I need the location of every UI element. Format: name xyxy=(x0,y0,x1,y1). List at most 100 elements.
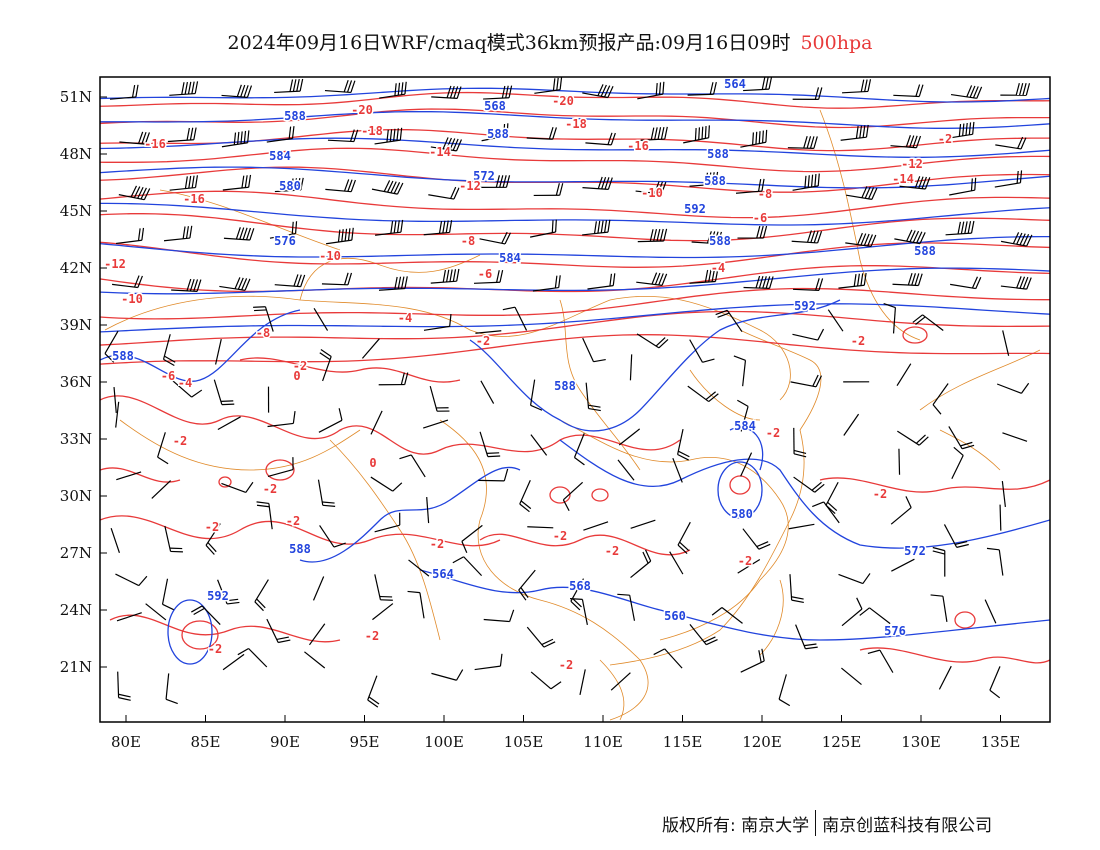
temperature-label: -10 xyxy=(319,249,341,263)
wind-barb xyxy=(324,80,356,94)
temperature-isotherm xyxy=(819,477,1050,493)
wind-barb xyxy=(527,526,554,529)
wind-barb xyxy=(222,653,245,671)
temperature-isotherm xyxy=(100,241,1050,268)
wind-barb xyxy=(733,355,747,387)
wind-barb xyxy=(267,457,294,477)
height-label: 564 xyxy=(724,77,746,91)
wind-barb xyxy=(327,129,359,143)
wind-barb xyxy=(370,410,383,435)
wind-barb xyxy=(116,612,142,622)
wind-barb xyxy=(423,220,453,236)
wind-barb xyxy=(480,175,511,188)
wind-barb xyxy=(483,85,513,100)
wind-barb xyxy=(473,270,504,284)
wind-barb xyxy=(151,480,172,499)
wind-barb xyxy=(672,457,683,483)
temperature-label: -2 xyxy=(263,482,277,496)
temperature-contour-labels: -20-18-16-14-12-10-8-6-4-20-2-2-4-6-8-10… xyxy=(103,93,954,674)
wind-barb xyxy=(481,123,509,142)
height-label: 588 xyxy=(709,234,731,248)
wind-barb xyxy=(677,521,691,554)
border-line xyxy=(689,369,761,421)
height-contour-labels: 588 584 580 576 572 568 564 592 588 584 580 576 572 5… xyxy=(111,77,938,640)
height-label: 576 xyxy=(274,234,296,248)
height-isoline xyxy=(100,309,301,382)
wind-barb xyxy=(930,594,948,622)
wind-barb xyxy=(737,558,761,574)
wind-barb xyxy=(562,481,584,512)
temperature-isotherm xyxy=(100,213,1050,242)
wind-barb xyxy=(191,605,221,625)
wind-barb xyxy=(896,363,912,387)
wind-barb xyxy=(117,671,131,701)
wind-barb xyxy=(573,433,585,466)
wind-barb xyxy=(989,666,1001,699)
wind-barb xyxy=(213,379,235,406)
temperature-isotherm xyxy=(859,647,1050,664)
wind-barb xyxy=(995,136,1027,150)
wind-barb xyxy=(480,380,495,404)
height-label: 580 xyxy=(731,507,753,521)
wind-barb xyxy=(530,379,543,411)
title-level: 500hpa xyxy=(800,32,873,54)
wind-barb xyxy=(461,524,483,553)
wind-barb xyxy=(479,431,501,458)
temperature-label: -2 xyxy=(205,520,219,534)
wind-barb xyxy=(408,559,430,577)
wind-barb xyxy=(399,454,426,478)
wind-barb xyxy=(789,574,804,604)
footer-left: 版权所有: 南京大学 xyxy=(662,815,810,836)
wind-barb xyxy=(840,124,869,141)
lon-tick-label: 110E xyxy=(583,733,623,751)
wind-barb xyxy=(838,272,867,289)
height-label: 572 xyxy=(904,544,926,558)
wind-barb xyxy=(793,427,807,458)
lat-tick-label: 33N xyxy=(60,430,92,448)
temperature-isotherm xyxy=(100,147,1050,173)
wind-barb xyxy=(217,579,240,605)
wind-barb xyxy=(570,578,585,611)
temperature-closed-contour xyxy=(265,459,295,481)
wind-barb xyxy=(115,573,148,587)
wind-barb xyxy=(838,573,871,585)
wind-barb xyxy=(167,127,197,143)
wind-barb xyxy=(579,669,586,695)
wind-barb xyxy=(532,275,561,292)
temperature-isotherm xyxy=(100,108,1050,129)
temperature-label: -14 xyxy=(429,145,451,159)
wind-barb xyxy=(375,219,404,236)
wind-barb xyxy=(845,232,877,248)
lat-tick-label: 48N xyxy=(60,145,92,163)
height-label: 592 xyxy=(684,202,706,216)
lat-tick-label: 24N xyxy=(60,601,92,619)
wind-barb xyxy=(630,549,652,579)
lon-tick-label: 90E xyxy=(270,733,300,751)
wind-barb xyxy=(217,416,241,430)
wind-barb xyxy=(374,574,393,601)
wind-barb xyxy=(898,448,901,475)
wind-barb xyxy=(119,131,150,145)
temperature-label: -20 xyxy=(552,94,574,108)
height-label: 584 xyxy=(269,149,291,163)
wind-barb xyxy=(617,459,635,481)
wind-barb xyxy=(950,85,983,99)
wind-barb xyxy=(431,85,462,99)
wind-barb xyxy=(691,231,723,245)
height-label: 592 xyxy=(207,589,229,603)
border-line xyxy=(559,299,641,471)
wind-barb xyxy=(371,180,404,195)
wind-barb xyxy=(430,268,460,284)
temperature-label: -12 xyxy=(459,179,481,193)
wind-barb xyxy=(945,220,975,236)
wind-barb xyxy=(946,121,975,139)
height-closed-contour xyxy=(167,599,213,665)
wind-barb xyxy=(312,576,325,601)
temperature-isotherm xyxy=(100,287,1050,320)
wind-barb xyxy=(423,313,452,331)
wind-barb xyxy=(585,382,601,412)
wind-barb xyxy=(743,275,774,289)
wind-barb xyxy=(274,274,306,288)
height-label: 588 xyxy=(914,244,936,258)
wind-barb xyxy=(304,651,326,669)
